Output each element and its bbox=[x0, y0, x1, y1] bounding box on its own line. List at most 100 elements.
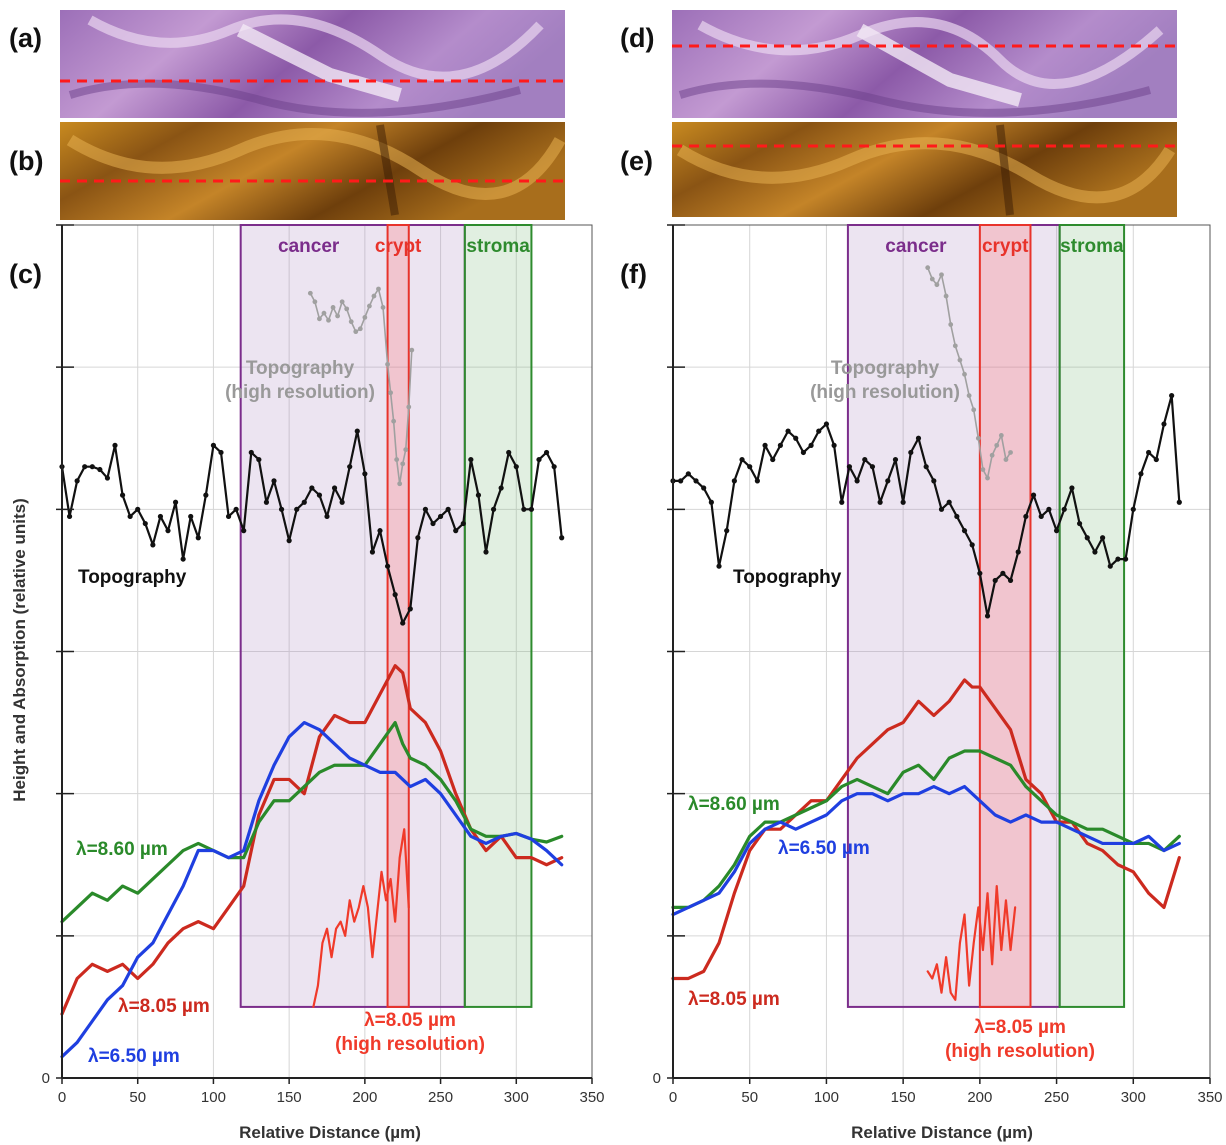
point-topography bbox=[1092, 549, 1098, 555]
annotation-topography-hr: Topography (high resolution) bbox=[810, 358, 960, 403]
point-topography bbox=[1130, 506, 1136, 512]
point-topography-hr bbox=[380, 305, 386, 310]
point-topography bbox=[685, 471, 691, 477]
point-topography-hr bbox=[339, 299, 345, 305]
panel-label-b: (b) bbox=[9, 146, 43, 176]
point-topography bbox=[770, 456, 776, 463]
point-topography bbox=[218, 449, 224, 456]
point-topography-hr bbox=[321, 310, 327, 316]
point-topography bbox=[1023, 513, 1029, 520]
point-topography bbox=[513, 464, 519, 470]
point-topography-hr bbox=[391, 418, 397, 424]
point-topography bbox=[422, 506, 429, 512]
point-topography bbox=[1069, 485, 1075, 491]
series-lambda-650 bbox=[60, 720, 564, 1059]
annotation-l805: λ=8.05 µm bbox=[118, 996, 210, 1017]
point-topography bbox=[203, 492, 209, 498]
annotation-l860: λ=8.60 µm bbox=[688, 794, 780, 815]
point-topography-hr bbox=[397, 481, 403, 487]
point-topography bbox=[1146, 449, 1152, 456]
point-topography-hr bbox=[367, 303, 372, 309]
point-topography-hr bbox=[994, 442, 1000, 448]
point-topography bbox=[969, 542, 975, 548]
point-topography bbox=[885, 478, 891, 484]
point-topography-hr bbox=[406, 404, 412, 410]
point-topography-hr bbox=[409, 347, 415, 353]
point-topography bbox=[678, 478, 684, 484]
point-topography-hr bbox=[312, 299, 318, 305]
point-topography-hr bbox=[348, 319, 354, 325]
region-label-crypt: crypt bbox=[375, 236, 422, 257]
annotation-l805-hr: λ=8.05 µm (high resolution) bbox=[945, 1017, 1095, 1062]
point-topography bbox=[877, 499, 883, 505]
afm-image-b bbox=[60, 122, 566, 220]
point-topography bbox=[1053, 528, 1060, 534]
point-topography-hr bbox=[934, 282, 940, 288]
point-topography bbox=[89, 464, 95, 470]
point-topography bbox=[961, 528, 968, 534]
point-topography bbox=[241, 528, 247, 534]
point-topography bbox=[1007, 577, 1014, 584]
point-topography bbox=[263, 499, 270, 505]
region-crypt bbox=[978, 224, 1032, 1008]
point-topography bbox=[823, 421, 830, 427]
point-topography bbox=[316, 492, 323, 498]
series-lambda-805-hr bbox=[312, 828, 410, 1009]
point-topography bbox=[271, 478, 277, 484]
point-topography bbox=[1138, 471, 1144, 477]
point-topography bbox=[468, 456, 474, 463]
point-topography bbox=[339, 499, 345, 505]
point-topography bbox=[559, 535, 565, 541]
point-topography bbox=[1176, 499, 1182, 505]
panel-label-d: (d) bbox=[620, 23, 654, 53]
he-image-a bbox=[60, 10, 565, 118]
point-topography bbox=[785, 428, 791, 434]
point-topography bbox=[157, 513, 164, 520]
point-topography-hr bbox=[989, 452, 995, 458]
point-topography bbox=[992, 577, 998, 584]
series-lambda-860 bbox=[60, 720, 564, 924]
point-topography bbox=[233, 506, 239, 512]
point-topography bbox=[846, 464, 853, 470]
point-topography bbox=[286, 538, 292, 544]
point-topography bbox=[256, 456, 262, 463]
point-topography bbox=[97, 466, 103, 473]
point-topography bbox=[150, 542, 156, 548]
point-topography-hr bbox=[400, 461, 406, 467]
point-topography bbox=[869, 464, 876, 470]
point-topography bbox=[407, 606, 413, 612]
point-topography bbox=[724, 528, 730, 534]
point-topography bbox=[777, 442, 784, 448]
annotation-topography: Topography bbox=[733, 567, 842, 588]
region-label-stroma: stroma bbox=[466, 236, 530, 257]
region-label-crypt: crypt bbox=[982, 236, 1029, 257]
region-cancer bbox=[846, 224, 1061, 1008]
chart-f: 0 50 100 150 200 250 300 350 0 cancer crypt stroma… bbox=[653, 224, 1223, 1106]
point-topography-hr bbox=[971, 407, 977, 413]
panel-label-e: (e) bbox=[620, 146, 653, 176]
point-topography bbox=[1084, 535, 1090, 541]
point-topography bbox=[793, 435, 799, 441]
point-topography-hr bbox=[943, 293, 949, 299]
point-topography bbox=[165, 528, 171, 534]
point-topography-hr bbox=[985, 475, 990, 481]
point-topography bbox=[172, 499, 179, 505]
x-tick-label: 200 bbox=[352, 1089, 377, 1106]
point-topography bbox=[839, 499, 845, 505]
point-topography bbox=[1107, 563, 1113, 569]
region-cancer bbox=[239, 224, 466, 1008]
point-topography bbox=[354, 428, 360, 434]
point-topography-hr bbox=[1003, 457, 1009, 462]
point-topography bbox=[923, 464, 929, 470]
annotation-topography: Topography bbox=[78, 567, 187, 588]
annotation-l650: λ=6.50 µm bbox=[778, 838, 870, 859]
point-topography bbox=[1015, 549, 1021, 555]
point-topography bbox=[369, 549, 376, 555]
point-topography-hr bbox=[335, 313, 340, 319]
panel-label-c: (c) bbox=[9, 259, 42, 289]
point-topography bbox=[82, 464, 88, 470]
point-topography bbox=[536, 456, 542, 463]
point-topography bbox=[248, 449, 254, 456]
region-label-stroma: stroma bbox=[1060, 236, 1124, 257]
point-topography bbox=[747, 464, 753, 470]
